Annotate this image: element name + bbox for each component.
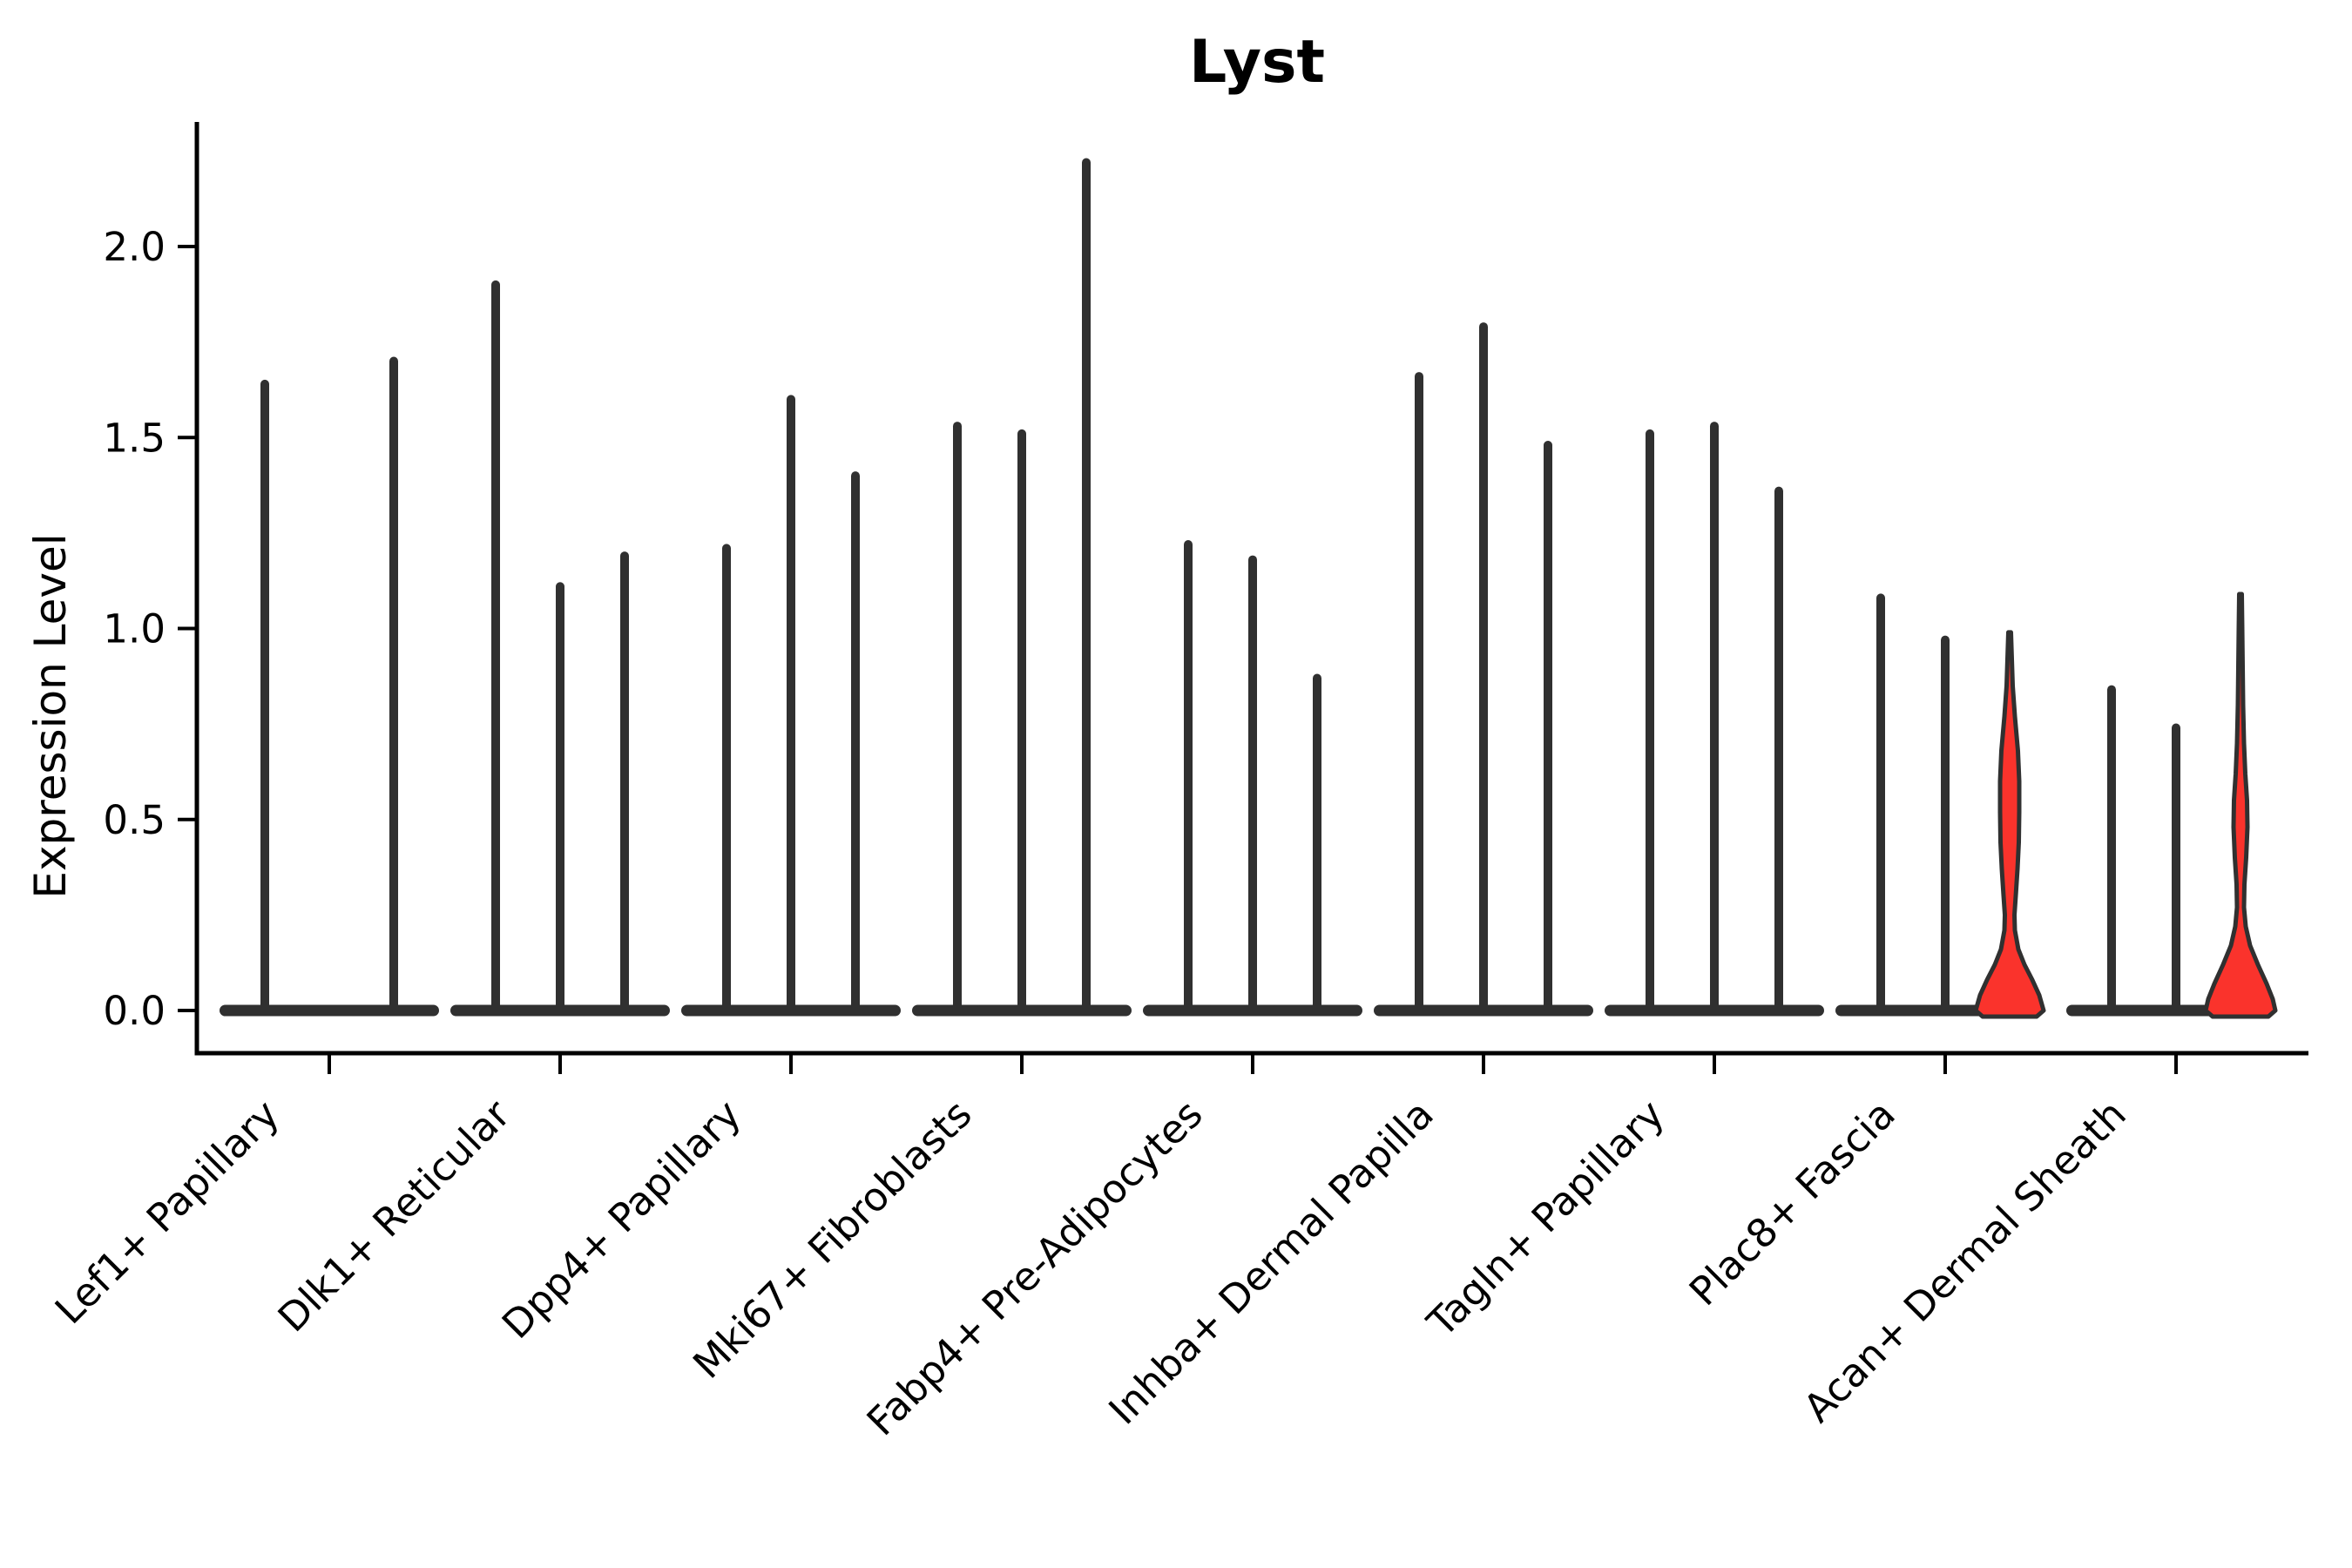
y-tick-label: 1.0 <box>103 606 166 652</box>
x-tick-label: Lef1+ Papillary <box>46 1091 288 1333</box>
x-tick-label: Tagln+ Papillary <box>1418 1091 1673 1346</box>
y-tick-label: 0.0 <box>103 988 166 1034</box>
y-tick-label: 1.5 <box>103 415 166 461</box>
x-tick-label: Dpp4+ Papillary <box>493 1091 750 1348</box>
y-tick-label: 2.0 <box>103 224 166 270</box>
chart-title: Lyst <box>1188 28 1326 97</box>
violin-highlighted <box>1973 630 2046 1019</box>
y-tick-label: 0.5 <box>103 797 166 843</box>
violin-highlighted <box>2203 591 2278 1019</box>
x-tick-label: Plac8+ Fascia <box>1680 1091 1904 1315</box>
x-tick-label: Dlk1+ Reticular <box>269 1091 519 1341</box>
